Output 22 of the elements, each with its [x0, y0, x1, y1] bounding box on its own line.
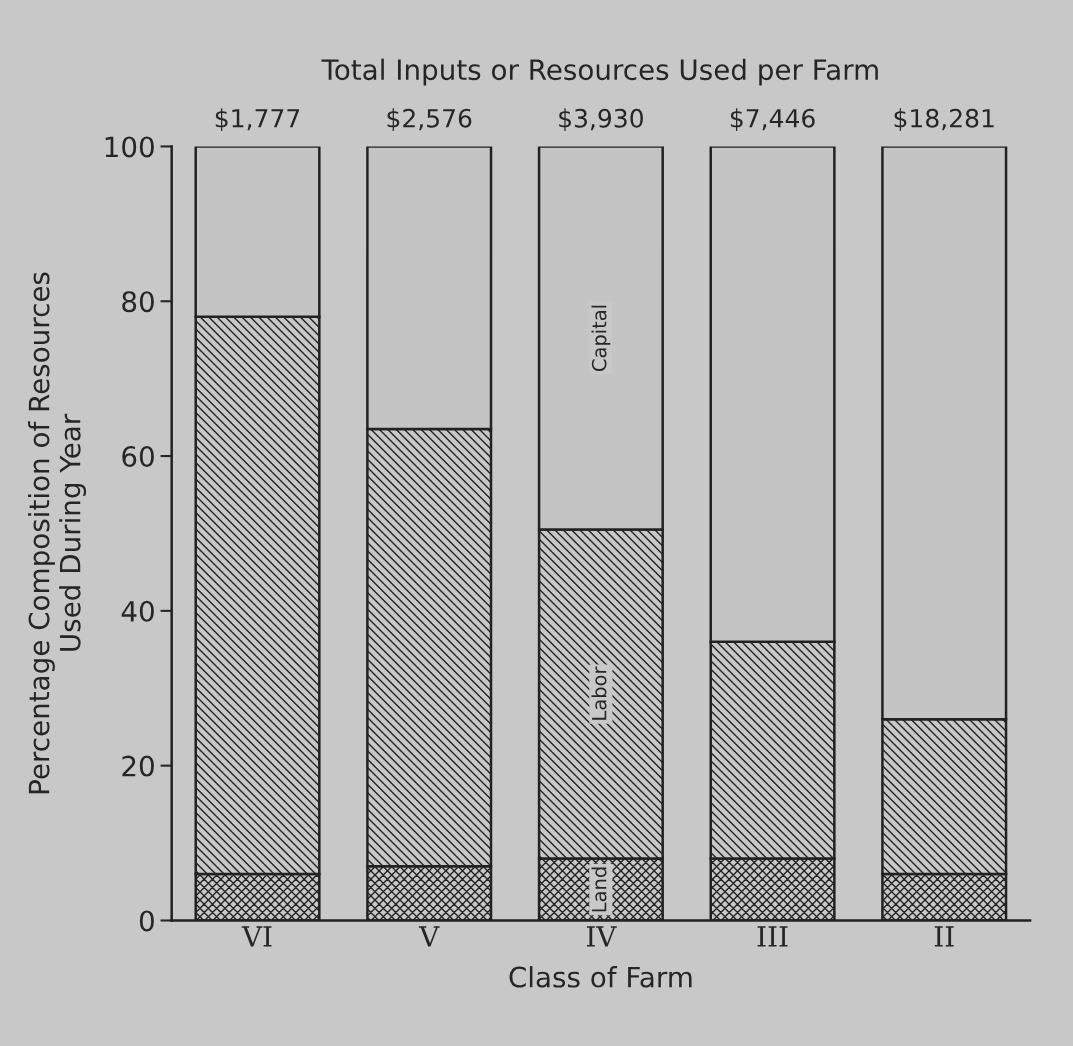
annotation: $1,777 — [215, 108, 300, 132]
x-axis-title: Class of Farm — [509, 966, 692, 988]
y-tick-label: 20 — [122, 755, 154, 777]
x-tick-label: III — [757, 926, 788, 947]
y-tick-label: 80 — [122, 291, 154, 313]
chart-title: Total Inputs or Resources Used per Farm — [321, 58, 878, 86]
y-tick-label: 100 — [105, 136, 154, 158]
x-tick-label: V — [418, 926, 440, 947]
y-tick-label: 0 — [139, 910, 154, 932]
x-tick-label: IV — [586, 926, 617, 947]
series-label: Land — [591, 867, 607, 912]
annotation: $7,446 — [730, 108, 815, 132]
annotation: $18,281 — [894, 108, 994, 132]
x-tick-label: II — [934, 926, 954, 947]
x-tick-label: VI — [241, 926, 272, 947]
y-axis-title: Percentage Composition of Resources Used During Year — [28, 272, 87, 794]
annotation: $2,576 — [387, 108, 472, 132]
series-label: Capital — [591, 305, 611, 372]
annotation: $3,930 — [559, 108, 643, 132]
y-tick-label: 40 — [121, 600, 154, 622]
series-label: Labor — [591, 666, 607, 720]
y-tick-label: 60 — [122, 445, 154, 467]
